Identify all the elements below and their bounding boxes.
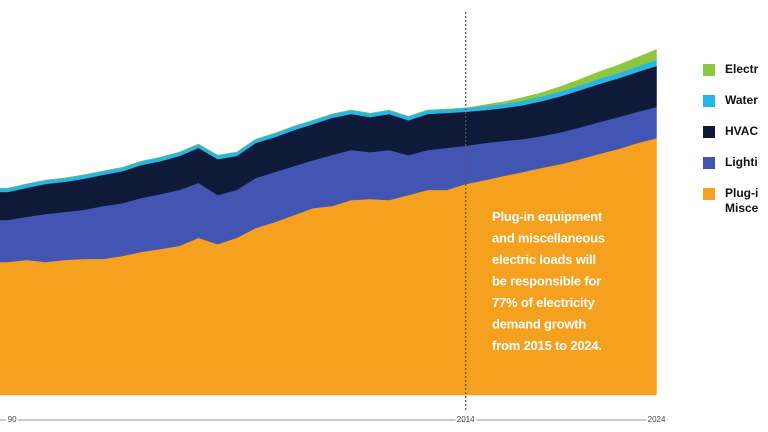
annotation-line: Plug-in equipment <box>492 209 603 224</box>
x-tick-label: 2024 <box>648 415 666 424</box>
legend-label: Water <box>725 93 758 107</box>
legend-label: HVAC <box>725 124 759 138</box>
annotation-line: 77% of electricity <box>492 295 596 310</box>
legend-swatch <box>703 188 715 200</box>
legend-label: Electr <box>725 62 759 76</box>
annotation-line: electric loads will <box>492 252 596 267</box>
annotation-line: be responsible for <box>492 274 601 289</box>
x-tick-label: 2014 <box>457 415 475 424</box>
legend-swatch <box>703 157 715 169</box>
legend-swatch <box>703 64 715 76</box>
area <box>0 49 657 189</box>
legend-swatch <box>703 126 715 138</box>
legend-label: Lighti <box>725 155 758 169</box>
legend-swatch <box>703 95 715 107</box>
annotation-line: from 2015 to 2024. <box>492 338 602 353</box>
annotation-line: and miscellaneous <box>492 231 605 246</box>
annotation-line: demand growth <box>492 317 586 332</box>
legend-label: Plug-i Misce <box>725 186 759 215</box>
x-tick-label: 90 <box>8 415 17 424</box>
